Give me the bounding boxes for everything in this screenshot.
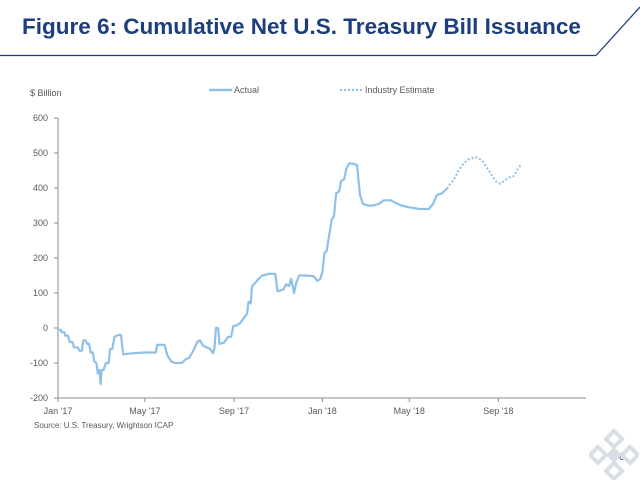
x-tick-label: May '17 bbox=[129, 406, 160, 416]
y-tick-label: 400 bbox=[33, 183, 48, 193]
y-tick-label: -200 bbox=[30, 393, 48, 403]
x-tick-label: May '18 bbox=[394, 406, 425, 416]
header-accent-line bbox=[595, 6, 640, 56]
x-tick-label: Jan '17 bbox=[44, 406, 73, 416]
page-title: Figure 6: Cumulative Net U.S. Treasury B… bbox=[22, 14, 581, 39]
legend-actual-label: Actual bbox=[234, 85, 259, 95]
y-tick-label: -100 bbox=[30, 358, 48, 368]
x-tick-label: Sep '18 bbox=[483, 406, 513, 416]
series-industry-estimate-line bbox=[446, 156, 523, 190]
unit-label: $ Billion bbox=[30, 88, 62, 98]
y-tick-label: 300 bbox=[33, 218, 48, 228]
y-tick-label: 600 bbox=[33, 113, 48, 123]
y-tick-label: 500 bbox=[33, 148, 48, 158]
series bbox=[58, 156, 523, 386]
x-tick-label: Jan '18 bbox=[308, 406, 337, 416]
y-tick-label: 200 bbox=[33, 253, 48, 263]
legend: Actual Industry Estimate bbox=[209, 85, 435, 95]
corner-logo-icon bbox=[589, 428, 639, 480]
legend-estimate-label: Industry Estimate bbox=[365, 85, 435, 95]
y-tick-label: 100 bbox=[33, 288, 48, 298]
series-actual-line bbox=[58, 162, 448, 386]
y-tick-label: 0 bbox=[43, 323, 48, 333]
source-note: Source: U.S. Treasury, Wrightson ICAP bbox=[34, 421, 173, 430]
x-tick-label: Sep '17 bbox=[219, 406, 249, 416]
slide-header bbox=[0, 0, 640, 60]
axes: -200 -100 0 100 200 300 400 500 600 Jan '17 May '1… bbox=[30, 113, 586, 416]
